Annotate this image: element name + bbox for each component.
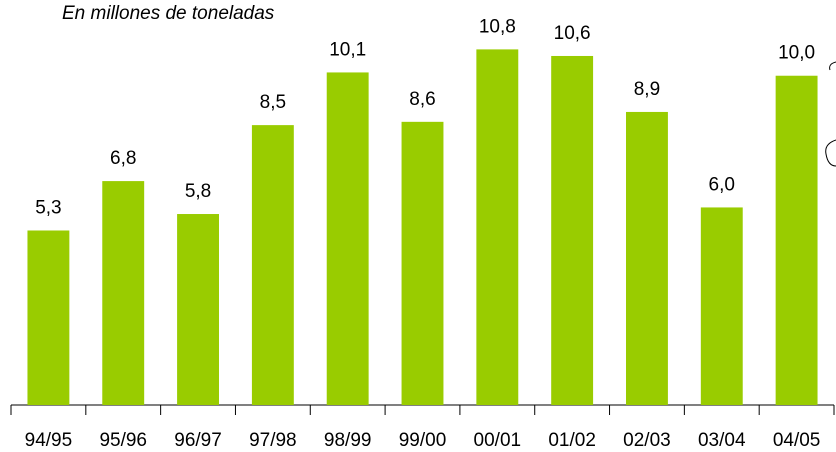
- data-label: 10,8: [479, 16, 516, 37]
- brace-decoration: [825, 61, 836, 167]
- bar: [700, 207, 743, 405]
- x-tick-label: 99/00: [399, 430, 447, 451]
- bar: [27, 230, 70, 405]
- data-label: 6,8: [110, 148, 136, 169]
- x-tick-label: 94/95: [25, 430, 73, 451]
- data-label: 8,5: [260, 92, 286, 113]
- bar: [551, 55, 594, 405]
- data-label: 10,6: [554, 23, 591, 44]
- x-tick-label: 01/02: [548, 430, 596, 451]
- bar: [476, 49, 519, 405]
- bar: [102, 181, 145, 405]
- bar: [177, 214, 219, 405]
- chart-title: En millones de toneladas: [62, 3, 275, 24]
- bar: [401, 121, 444, 405]
- bar: [775, 75, 818, 406]
- x-tick-label: 97/98: [249, 430, 297, 451]
- data-label: 10,0: [778, 43, 815, 64]
- data-label: 10,1: [329, 39, 366, 60]
- data-label: 8,9: [634, 79, 660, 100]
- x-tick-label: 95/96: [99, 430, 147, 451]
- x-tick-label: 00/01: [474, 430, 522, 451]
- bar: [626, 111, 668, 405]
- x-tick-label: 98/99: [324, 430, 372, 451]
- data-label: 5,8: [185, 181, 211, 202]
- bar: [251, 125, 294, 405]
- x-tick-label: 02/03: [623, 430, 671, 451]
- data-label: 8,6: [409, 89, 435, 110]
- bar: [326, 72, 369, 405]
- x-tick-label: 96/97: [174, 430, 222, 451]
- data-label: 5,3: [35, 198, 61, 219]
- x-tick-label: 03/04: [698, 430, 746, 451]
- data-label: 6,0: [709, 174, 735, 195]
- x-tick-label: 04/05: [773, 430, 821, 451]
